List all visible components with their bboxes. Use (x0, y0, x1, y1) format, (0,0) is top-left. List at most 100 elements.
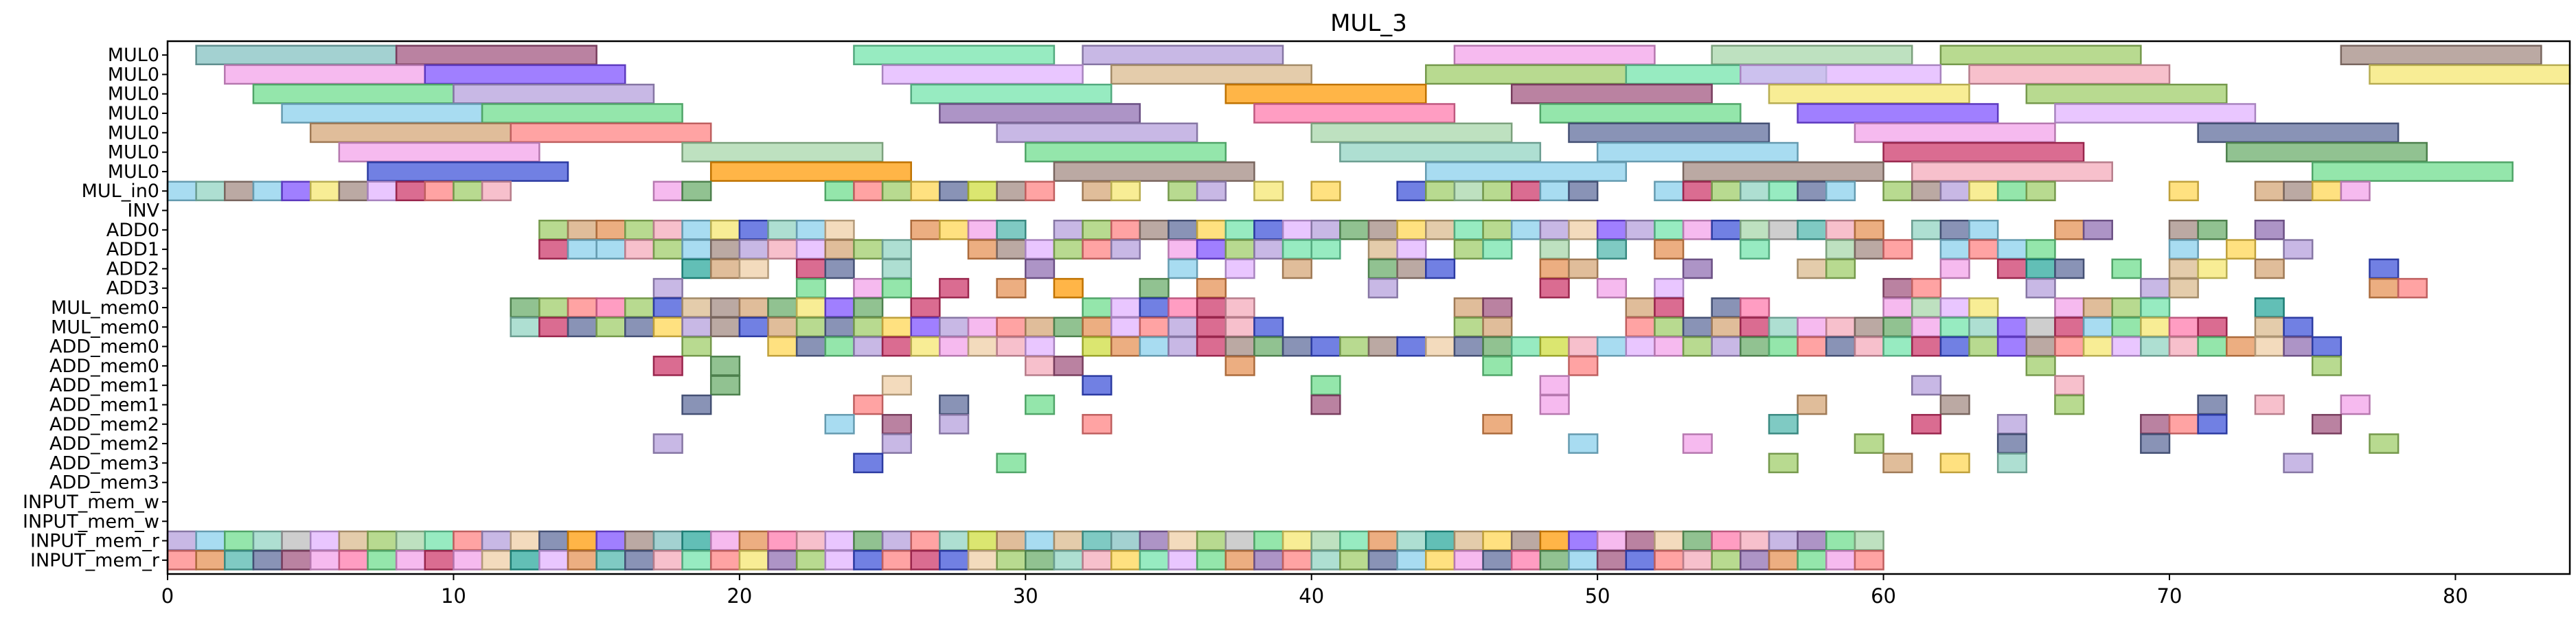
task-cell (2025, 258, 2056, 279)
task-cell (367, 181, 398, 202)
gantt-bar (1310, 122, 1513, 143)
task-cell (709, 375, 741, 396)
task-cell (2025, 239, 2056, 260)
task-cell (853, 277, 884, 299)
task-cell (709, 297, 741, 318)
task-cell (1797, 317, 1827, 338)
task-cell (2254, 219, 2285, 240)
task-cell (1167, 239, 1198, 260)
task-cell (1654, 239, 1685, 260)
task-cell (1281, 258, 1312, 279)
task-cell (1968, 219, 1999, 240)
task-cell (1482, 336, 1513, 357)
task-cell (1053, 277, 1084, 299)
task-cell (824, 181, 855, 202)
task-cell (824, 258, 855, 279)
gantt-bar (2311, 161, 2514, 182)
y-tick-label: MUL0 (108, 122, 159, 143)
input-read-cell (1453, 530, 1484, 551)
task-cell (1025, 356, 1056, 376)
task-cell (1053, 356, 1084, 376)
task-cell (338, 181, 369, 202)
input-read-cell (510, 530, 540, 551)
task-cell (2197, 258, 2228, 279)
task-cell (1510, 219, 1542, 240)
y-tick-label: INPUT_mem_r (30, 531, 160, 552)
task-cell (1082, 375, 1113, 396)
input-read-cell (252, 530, 283, 551)
task-cell (853, 239, 884, 260)
task-cell (1711, 219, 1742, 240)
input-read-cell (624, 550, 655, 571)
input-read-cell (281, 530, 312, 551)
input-read-cell (1625, 530, 1656, 551)
input-read-cell (1025, 530, 1056, 551)
task-cell (1196, 317, 1227, 338)
task-cell (2369, 433, 2400, 454)
task-cell (795, 317, 827, 338)
task-cell (453, 181, 483, 202)
task-cell (1825, 219, 1856, 240)
task-cell (881, 239, 912, 260)
task-cell (424, 181, 455, 202)
input-read-cell (1167, 530, 1198, 551)
task-cell (996, 239, 1027, 260)
task-cell (1740, 239, 1770, 260)
task-cell (1568, 258, 1599, 279)
task-cell (1911, 219, 1942, 240)
task-cell (1768, 219, 1799, 240)
task-cell (767, 297, 798, 318)
task-cell (1882, 239, 1913, 260)
task-cell (1053, 219, 1084, 240)
task-cell (1682, 336, 1713, 357)
task-cell (1740, 181, 1770, 202)
y-tick-label: MUL_mem0 (51, 297, 159, 319)
input-read-cell (624, 530, 655, 551)
task-cell (1310, 375, 1341, 396)
task-cell (2197, 336, 2228, 357)
task-cell (1740, 297, 1770, 318)
input-read-cell (1224, 530, 1255, 551)
input-read-cell (309, 550, 341, 571)
task-cell (738, 297, 769, 318)
task-cell (967, 239, 998, 260)
y-tick-label: INPUT_mem_w (23, 492, 159, 513)
input-read-cell (1768, 550, 1799, 571)
task-cell (2197, 219, 2228, 240)
task-cell (1082, 317, 1113, 338)
task-cell (395, 181, 426, 202)
task-cell (967, 317, 998, 338)
input-read-cell (1596, 550, 1628, 571)
task-cell (1253, 239, 1284, 260)
task-cell (1625, 219, 1656, 240)
input-read-cell (1253, 550, 1284, 571)
input-read-cell (1682, 530, 1713, 551)
y-tick-label: ADD_mem2 (49, 433, 159, 455)
task-cell (881, 277, 912, 299)
input-read-cell (1196, 530, 1227, 551)
task-cell (1596, 219, 1628, 240)
task-cell (1625, 336, 1656, 357)
input-read-cell (1082, 550, 1113, 571)
task-cell (1654, 317, 1685, 338)
task-cell (681, 219, 712, 240)
task-cell (1367, 336, 1398, 357)
input-read-cell (567, 530, 597, 551)
task-cell (1568, 336, 1599, 357)
task-cell (1939, 394, 1970, 415)
task-cell (1396, 181, 1427, 202)
task-cell (2254, 181, 2285, 202)
task-cell (1996, 181, 2028, 202)
task-cell (1854, 317, 1884, 338)
task-cell (881, 317, 912, 338)
task-cell (939, 336, 970, 357)
input-read-cell (1740, 550, 1770, 571)
gantt-bar (1596, 141, 1799, 163)
task-cell (910, 317, 941, 338)
task-cell (2283, 239, 2314, 260)
task-cell (824, 239, 855, 260)
gantt-bar (709, 161, 912, 182)
input-read-cell (166, 550, 197, 571)
input-read-cell (481, 530, 512, 551)
